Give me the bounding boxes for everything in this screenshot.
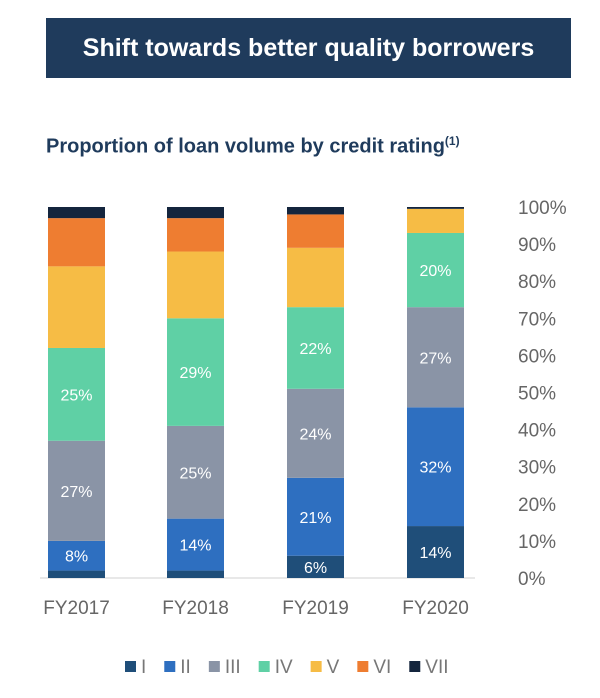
bar-segment-V-FY2020 — [407, 208, 464, 233]
bar-segment-VII-FY2020 — [407, 207, 464, 209]
legend-label-II: II — [180, 657, 191, 678]
y-tick-label: 100% — [518, 198, 567, 219]
data-label: 25% — [179, 465, 211, 482]
legend-swatch-I — [125, 661, 136, 672]
y-tick-label: 40% — [518, 421, 556, 442]
bar-segment-I-FY2018 — [167, 570, 224, 578]
bar-segment-III-FY2019 — [287, 388, 344, 478]
data-label: 8% — [65, 549, 88, 566]
bar-segment-I-FY2019 — [287, 555, 344, 578]
legend-swatch-III — [208, 661, 220, 672]
data-label: 22% — [299, 341, 331, 358]
legend-swatch-V — [310, 661, 322, 672]
bar-segment-VII-FY2017 — [48, 207, 105, 219]
data-label: 32% — [419, 460, 451, 477]
legend-swatch-IV — [258, 661, 270, 672]
bar-segment-V-FY2017 — [48, 266, 105, 348]
y-tick-label: 50% — [518, 384, 556, 405]
bar-segment-VI-FY2019 — [287, 214, 344, 248]
x-tick-label: FY2019 — [282, 598, 349, 619]
legend-label-V: V — [327, 657, 340, 678]
banner-title: Shift towards better quality borrowers — [46, 18, 571, 78]
data-label: 21% — [299, 510, 331, 527]
legend-swatch-II — [164, 661, 176, 672]
y-tick-label: 0% — [518, 569, 546, 590]
y-tick-label: 20% — [518, 495, 556, 516]
legend-label-IV: IV — [275, 657, 293, 678]
x-tick-label: FY2017 — [43, 598, 110, 619]
bar-segment-V-FY2019 — [287, 247, 344, 308]
bar-segment-III-FY2018 — [167, 425, 224, 519]
x-tick-label: FY2018 — [162, 598, 229, 619]
y-tick-label: 90% — [518, 235, 556, 256]
bar-segment-VI-FY2018 — [167, 218, 224, 252]
data-label: 6% — [304, 560, 327, 577]
data-label: 14% — [419, 545, 451, 562]
bar-segment-I-FY2017 — [48, 570, 105, 578]
legend-label-VI: VI — [373, 657, 391, 678]
data-label: 27% — [419, 350, 451, 367]
bar-segment-I-FY2020 — [407, 526, 464, 578]
bar-segment-II-FY2018 — [167, 518, 224, 571]
y-tick-label: 70% — [518, 309, 556, 330]
bar-segment-VII-FY2019 — [287, 207, 344, 215]
bar-segment-IV-FY2020 — [407, 232, 464, 308]
legend-swatch-VII — [409, 661, 421, 672]
x-tick-label: FY2020 — [402, 598, 469, 619]
data-label: 25% — [60, 387, 92, 404]
legend-label-III: III — [225, 657, 241, 678]
data-label: 27% — [60, 484, 92, 501]
y-tick-label: 30% — [518, 458, 556, 479]
data-label: 14% — [179, 538, 211, 555]
y-tick-label: 60% — [518, 346, 556, 367]
bar-segment-IV-FY2019 — [287, 307, 344, 389]
bar-segment-IV-FY2018 — [167, 318, 224, 426]
bar-segment-II-FY2017 — [48, 540, 105, 571]
data-label: 29% — [179, 365, 211, 382]
bar-segment-II-FY2019 — [287, 477, 344, 556]
bar-segment-III-FY2017 — [48, 440, 105, 541]
legend-label-I: I — [141, 657, 146, 678]
chart-title-footnote: (1) — [444, 134, 460, 148]
bar-segment-II-FY2020 — [407, 407, 464, 527]
bar-segment-IV-FY2017 — [48, 347, 105, 441]
bar-segment-VII-FY2018 — [167, 207, 224, 219]
data-label: 24% — [299, 426, 331, 443]
legend-label-VII: VII — [425, 657, 448, 678]
chart-title: Proportion of loan volume by credit rati… — [46, 134, 460, 159]
bar-segment-VI-FY2017 — [48, 218, 105, 267]
bar-segment-V-FY2018 — [167, 251, 224, 319]
legend-swatch-VI — [357, 661, 369, 672]
bar-segment-III-FY2020 — [407, 307, 464, 408]
chart-title-text: Proportion of loan volume by credit rati… — [46, 135, 445, 158]
y-tick-label: 80% — [518, 272, 556, 293]
y-tick-label: 10% — [518, 532, 556, 553]
data-label: 20% — [419, 263, 451, 280]
